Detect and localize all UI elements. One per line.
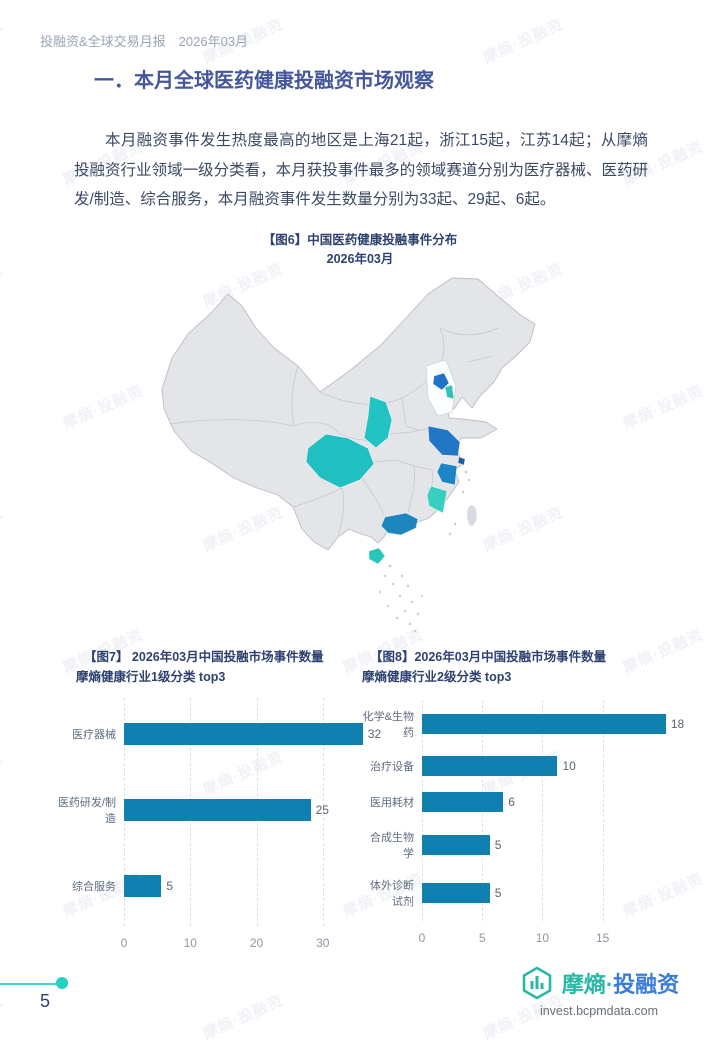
map-region-guangdong (380, 512, 419, 536)
bar-value-label: 10 (562, 759, 576, 774)
bar-value-label: 18 (670, 717, 685, 732)
figure7-caption: 【图7】 2026年03月中国投融市场事件数量 摩熵健康行业1级分类 top3 (76, 647, 376, 687)
bar-category-label: 化学&生物药 (362, 711, 414, 740)
bar-category-label: 综合服务 (72, 881, 116, 894)
bar-row: 体外诊断试剂 5 (360, 877, 674, 909)
section-title: 一．本月全球医药健康投融资市场观察 (94, 70, 434, 92)
footer-accent-line (0, 983, 58, 985)
bar-value-label: 5 (494, 837, 502, 852)
bar-value-label: 5 (166, 879, 173, 894)
axis-tick-label: 30 (316, 936, 330, 950)
axis-tick-label: 10 (535, 931, 550, 945)
bar-row: 医用耗材 6 (360, 792, 674, 813)
bar-row: 综合服务 5 (56, 875, 374, 898)
bar-row: 医疗器械 32 (56, 722, 381, 745)
bar-category-label: 医用耗材 (370, 797, 414, 810)
bar-category-label: 医药研发/制造 (57, 796, 116, 825)
bar-row: 化学&生物药 18 (360, 708, 685, 740)
bar-category-label: 医疗器械 (72, 728, 116, 741)
map-region-zhejiang (436, 462, 458, 486)
bar (422, 756, 558, 777)
bar-value-label: 32 (367, 726, 382, 741)
brand-logo-text: 摩熵·投融资 (561, 972, 680, 997)
axis-tick-label: 5 (478, 931, 486, 945)
map-region-jiangsu (427, 425, 461, 457)
map-region-mainland (161, 277, 536, 551)
brand-logo: 摩熵·投融资 invest.bcpmdata.com (494, 964, 704, 1018)
bar-row: 治疗设备 10 (360, 756, 674, 777)
map-region-beijing (432, 372, 450, 391)
bar (124, 875, 162, 898)
gridline (322, 698, 324, 926)
bar-value-label: 25 (315, 802, 329, 817)
bar (124, 722, 363, 745)
gridline (542, 700, 544, 921)
bar (422, 714, 666, 735)
page-header: 投融资&全球交易月报 2026年03月 (40, 34, 249, 49)
map-region-taiwan (467, 505, 477, 526)
figure7-bar-chart: 医疗器械 32 医药研发/制造 25 综合服务 5 0 10 20 30 (56, 698, 381, 950)
page-number: 5 (40, 991, 51, 1011)
figure6-caption: 【图6】中国医药健康投融事件分布 2026年03月 (150, 231, 570, 269)
bar-row: 医药研发/制造 25 (56, 794, 374, 826)
axis-tick-label: 15 (595, 931, 610, 945)
axis-tick-label: 10 (183, 936, 197, 950)
figure6-caption-line1: 【图6】中国医药健康投融事件分布 (262, 233, 458, 247)
map-region-tianjin (444, 384, 455, 400)
map-region-sichuan (305, 433, 375, 489)
figure8-bar-chart: 化学&生物药 18 治疗设备 10 医用耗材 6 合成生物学 5 体外诊断试剂 5 0 5 10 15 (360, 700, 685, 945)
bar (124, 798, 311, 821)
bar-row: 合成生物学 5 (360, 829, 674, 861)
bar (422, 834, 490, 855)
bar-category-label: 合成生物学 (370, 831, 414, 860)
map-region-shanghai (457, 456, 466, 466)
map-region-hainan (368, 547, 386, 565)
figure7-caption-line1: 【图7】 2026年03月中国投融市场事件数量 (84, 650, 324, 664)
summary-paragraph: 本月融资事件发生热度最高的地区是上海21起，浙江15起，江苏14起；从摩熵投融资… (74, 132, 648, 208)
bar-category-label: 体外诊断试剂 (370, 879, 414, 908)
website-link[interactable]: invest.bcpmdata.com (539, 1004, 659, 1018)
bar-value-label: 6 (508, 795, 515, 810)
brand-hexagon-icon (522, 966, 552, 1000)
figure7-caption-line2: 摩熵健康行业1级分类 top3 (76, 670, 226, 684)
china-map (161, 277, 536, 633)
figure8-caption-line2: 摩熵健康行业2级分类 top3 (362, 670, 512, 684)
footer-accent-dot (56, 977, 68, 989)
bar (422, 882, 490, 903)
bar-category-label: 治疗设备 (370, 761, 414, 774)
bar-value-label: 5 (494, 885, 502, 900)
china-map-figure (150, 266, 570, 646)
axis-tick-label: 20 (249, 936, 264, 950)
map-islands (378, 470, 471, 633)
map-region-shaanxi (363, 395, 393, 449)
axis-tick-label: 0 (120, 936, 128, 950)
gridline (602, 700, 604, 921)
figure8-caption: 【图8】2026年03月中国投融市场事件数量 摩熵健康行业2级分类 top3 (362, 647, 672, 687)
axis-tick-label: 0 (418, 931, 426, 945)
figure6-caption-line2: 2026年03月 (326, 252, 394, 266)
figure8-caption-line1: 【图8】2026年03月中国投融市场事件数量 (370, 650, 607, 664)
bar (422, 792, 504, 813)
map-region-fujian (426, 485, 448, 514)
